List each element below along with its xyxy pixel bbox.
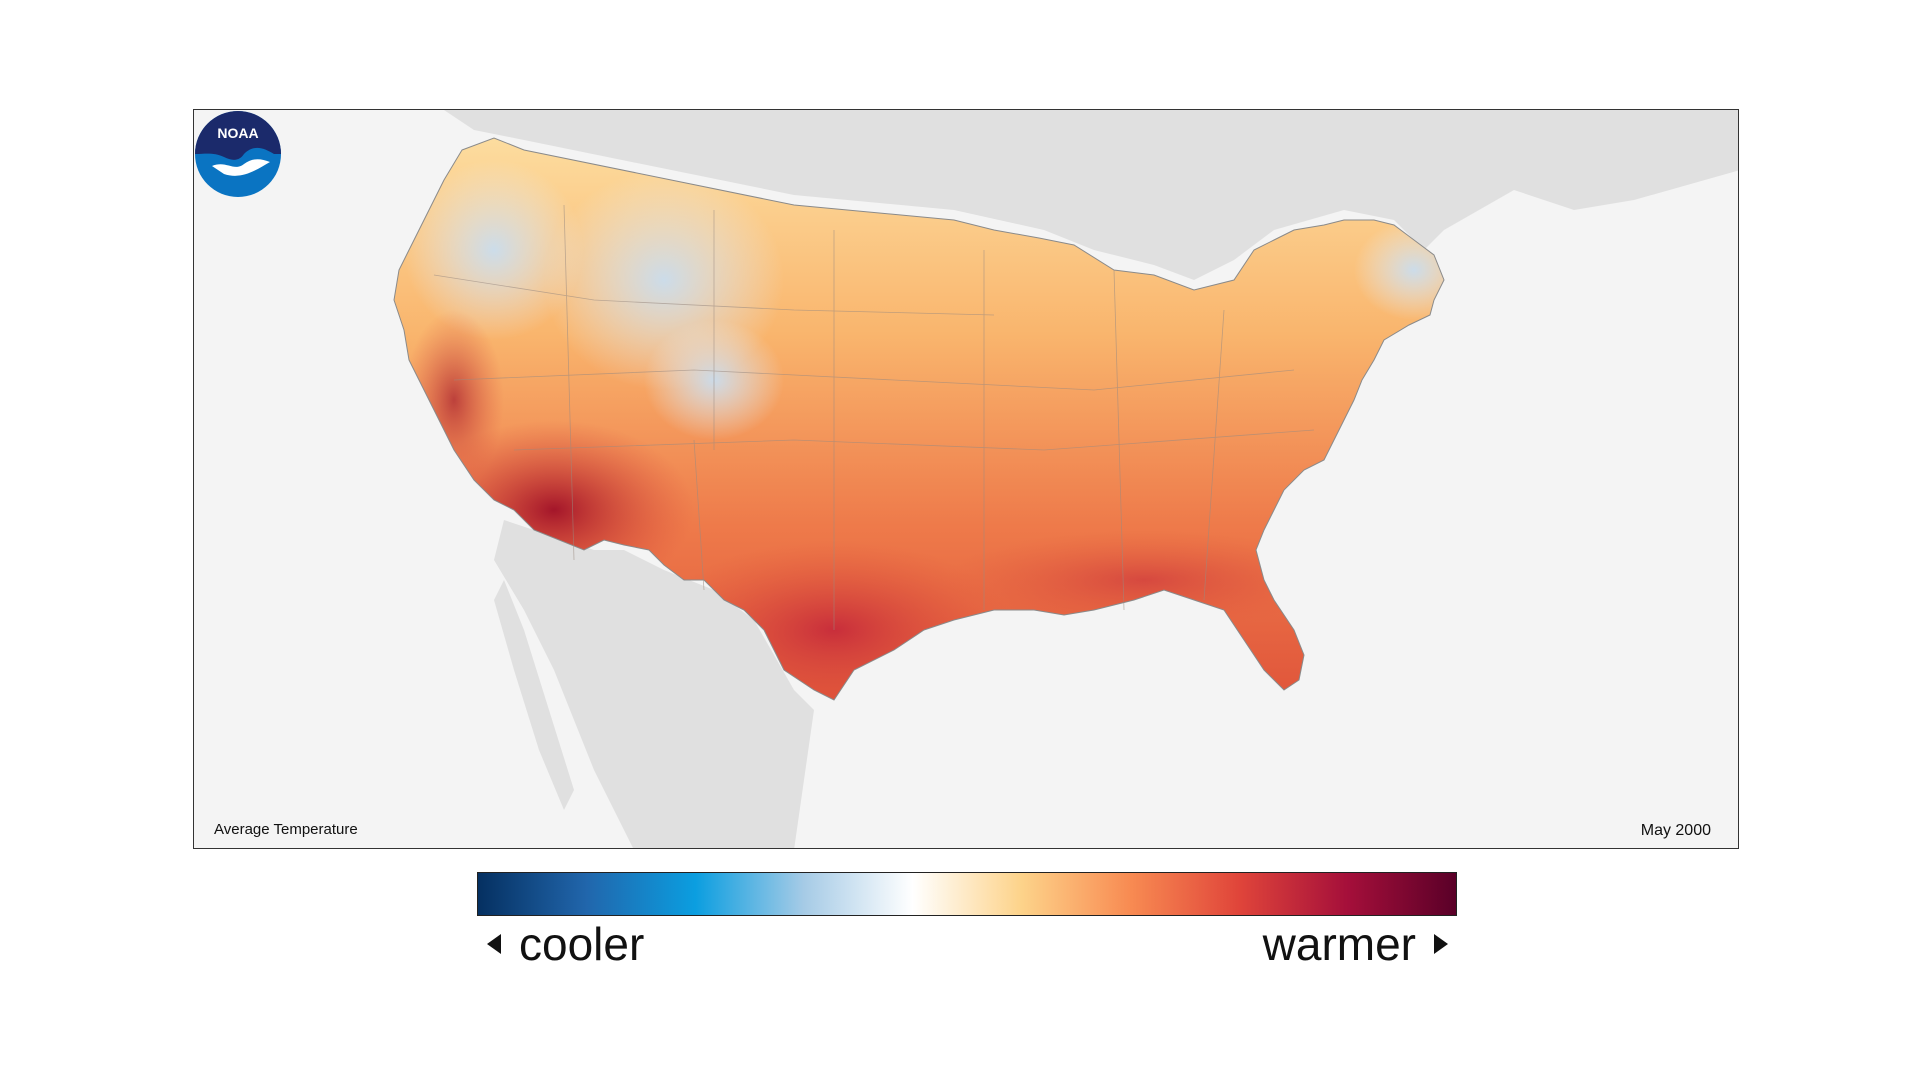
baja-land — [494, 580, 574, 810]
warmer-label: warmer — [1262, 918, 1416, 970]
map-canvas — [393, 110, 1738, 848]
map-caption: Average Temperature — [214, 821, 358, 838]
temperature-color-scale — [477, 872, 1457, 916]
right-triangle-icon — [1434, 934, 1448, 954]
temperature-map: Average Temperature May 2000 NOAA — [193, 109, 1739, 849]
canada-land — [444, 110, 1738, 280]
map-date: May 2000 — [1640, 822, 1711, 839]
noaa-logo-text: NOAA — [217, 125, 258, 141]
cooler-label-group: cooler — [487, 912, 644, 976]
state-boundaries — [433, 204, 1315, 630]
left-triangle-icon — [487, 934, 501, 954]
mexico-land — [494, 520, 814, 848]
cooler-label: cooler — [519, 918, 645, 970]
warmer-label-group: warmer — [1263, 912, 1448, 976]
noaa-logo-icon: NOAA — [195, 111, 281, 197]
